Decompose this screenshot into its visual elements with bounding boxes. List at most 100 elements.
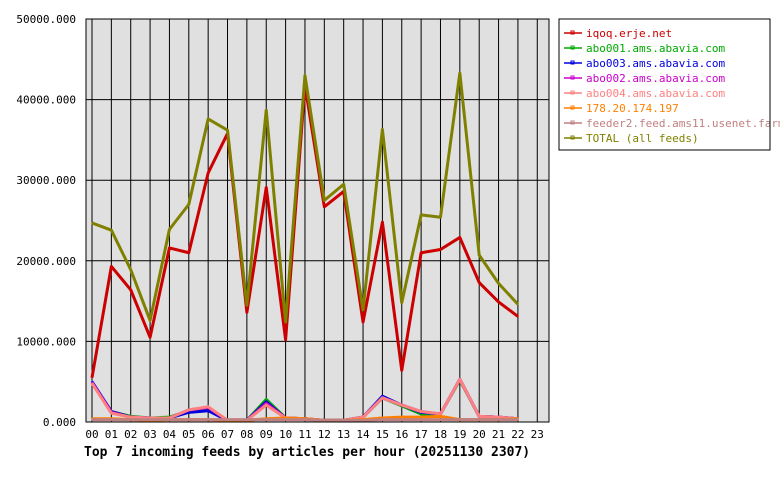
data-point	[207, 409, 209, 412]
data-point	[284, 418, 287, 421]
data-point	[188, 251, 190, 254]
legend-marker	[570, 105, 575, 110]
data-point	[284, 321, 287, 323]
data-point	[91, 222, 93, 224]
data-point	[91, 382, 93, 385]
legend: iqoq.erje.net abo001.ams.abavia.com abo003…	[558, 18, 780, 151]
x-tick-label: 05	[182, 428, 195, 441]
data-point	[517, 303, 519, 306]
x-tick-label: 20	[473, 428, 486, 441]
data-point	[478, 418, 481, 421]
x-tick-label: 16	[395, 428, 408, 441]
x-tick-label: 12	[318, 428, 331, 441]
data-point	[265, 109, 268, 111]
data-point	[110, 418, 113, 421]
x-tick-label: 21	[492, 428, 505, 441]
data-point	[517, 315, 519, 318]
x-tick-label: 17	[414, 428, 427, 441]
legend-label: feeder2.feed.ams11.usenet.farm	[586, 117, 780, 130]
plot-border	[85, 18, 550, 423]
data-point	[439, 216, 442, 219]
legend-marker	[570, 30, 575, 35]
legend-label: abo002.ams.abavia.com	[586, 72, 725, 85]
data-point	[381, 418, 384, 421]
data-point	[362, 321, 364, 323]
data-point	[304, 418, 306, 421]
x-tick-label: 11	[298, 428, 311, 441]
x-tick-label: 15	[376, 428, 389, 441]
data-point	[129, 268, 132, 271]
data-point	[168, 247, 171, 249]
data-point	[420, 416, 422, 418]
data-point	[439, 413, 442, 415]
legend-label: abo004.ams.abavia.com	[586, 87, 725, 100]
data-point	[459, 418, 461, 421]
data-point	[478, 281, 481, 284]
data-point	[91, 418, 93, 421]
x-tick-label: 23	[531, 428, 544, 441]
data-point	[246, 304, 248, 306]
data-point	[110, 265, 113, 268]
data-point	[478, 254, 481, 256]
data-point	[362, 419, 364, 422]
data-point	[459, 236, 461, 239]
data-point	[420, 410, 422, 413]
data-point	[323, 199, 326, 202]
data-point	[323, 419, 326, 422]
data-point	[362, 416, 364, 418]
y-tick-label: 30000.000	[16, 174, 76, 187]
data-point	[149, 336, 151, 339]
data-point	[265, 418, 268, 421]
data-point	[497, 418, 500, 421]
data-point	[381, 128, 384, 131]
y-tick-label: 40000.000	[16, 94, 76, 107]
data-point	[284, 338, 287, 341]
data-point	[188, 411, 190, 414]
data-point	[323, 205, 326, 208]
data-point	[342, 419, 345, 422]
y-tick-label: 0.000	[43, 416, 76, 429]
data-point	[207, 418, 209, 421]
data-point	[226, 418, 229, 421]
data-point	[400, 418, 403, 421]
data-point	[226, 129, 229, 132]
x-tick-label: 03	[143, 428, 156, 441]
data-point	[420, 214, 422, 216]
legend-label: abo003.ams.abavia.com	[586, 57, 725, 70]
data-point	[110, 229, 113, 231]
x-tick-label: 19	[453, 428, 466, 441]
data-point	[110, 412, 113, 414]
x-tick-label: 04	[163, 428, 177, 441]
data-point	[207, 405, 209, 408]
data-point	[168, 418, 171, 421]
data-point	[381, 397, 384, 399]
data-point	[420, 251, 422, 254]
data-point	[400, 369, 403, 372]
data-point	[517, 418, 519, 421]
data-point	[207, 172, 209, 174]
x-tick-label: 22	[511, 428, 524, 441]
y-tick-label: 10000.000	[16, 335, 76, 348]
data-point	[459, 378, 461, 381]
legend-label: TOTAL (all feeds)	[586, 132, 699, 145]
legend-label: abo001.ams.abavia.com	[586, 42, 725, 55]
data-point	[497, 301, 500, 303]
plot-area	[86, 19, 549, 422]
data-point	[478, 415, 481, 418]
x-tick-label: 18	[434, 428, 447, 441]
data-point	[149, 319, 151, 322]
x-tick-label: 10	[279, 428, 292, 441]
data-point	[168, 228, 171, 231]
data-point	[439, 418, 442, 421]
data-point	[400, 301, 403, 304]
data-point	[459, 72, 461, 74]
x-tick-label: 01	[105, 428, 118, 441]
data-point	[129, 416, 132, 418]
x-tick-label: 02	[124, 428, 137, 441]
x-tick-label: 14	[356, 428, 370, 441]
data-point	[149, 418, 151, 421]
data-point	[497, 416, 500, 418]
data-point	[207, 118, 209, 120]
legend-marker	[570, 45, 575, 50]
